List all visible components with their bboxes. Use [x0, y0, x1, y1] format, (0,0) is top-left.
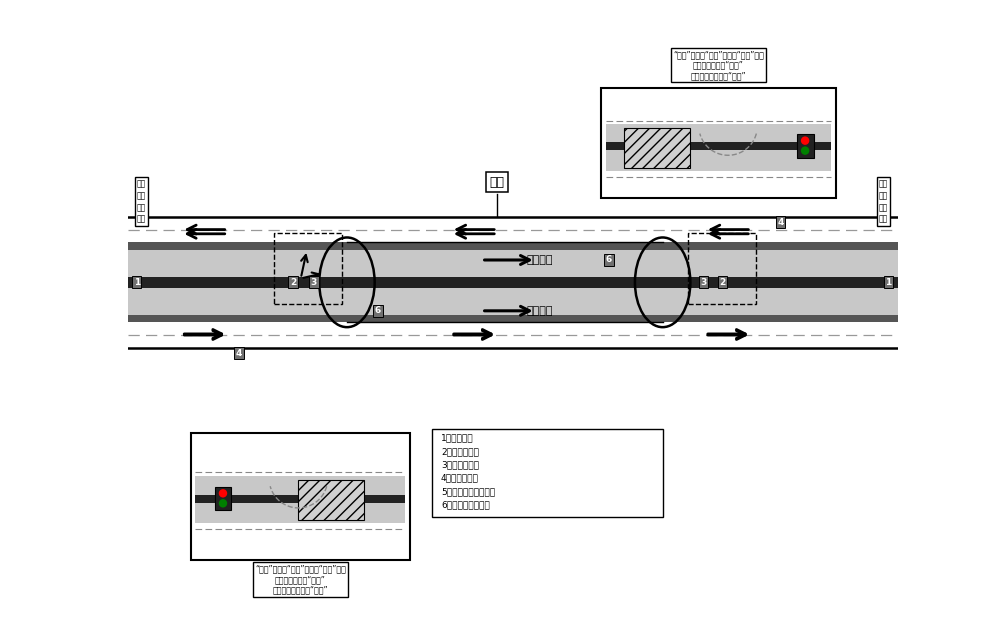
Text: 2: 2	[290, 278, 296, 287]
Text: 3、自动栏杆机: 3、自动栏杆机	[441, 460, 479, 469]
Bar	[128, 288, 898, 322]
Bar	[128, 242, 898, 277]
Bar	[688, 233, 756, 304]
Bar	[298, 480, 364, 520]
Bar	[191, 433, 410, 560]
Text: 潮汐车道: 潮汐车道	[526, 306, 553, 316]
Text: 5: 5	[329, 496, 334, 505]
Bar	[195, 475, 405, 523]
Text: 4、视频监视器: 4、视频监视器	[441, 473, 479, 483]
Text: 5、禁停区及诱导标线: 5、禁停区及诱导标线	[441, 487, 495, 496]
Circle shape	[219, 489, 227, 498]
Circle shape	[801, 136, 809, 145]
Bar	[606, 142, 831, 150]
Bar	[797, 134, 814, 158]
Text: “绿色”直行，“绿色”左转，“绿色”右转
车道自动栏杆机“开启”
导向区自动栏杆机“开启”: “绿色”直行，“绿色”左转，“绿色”右转 车道自动栏杆机“开启” 导向区自动栏杆…	[255, 565, 346, 594]
Bar	[606, 125, 831, 171]
Circle shape	[219, 499, 227, 508]
Text: 前方
隧道
潮汐
车道: 前方 隧道 潮汐 车道	[879, 179, 888, 223]
Text: 1: 1	[134, 278, 140, 287]
Text: 1: 1	[885, 278, 891, 287]
Text: 6: 6	[375, 306, 381, 315]
Text: 2、控制信号灯: 2、控制信号灯	[441, 447, 479, 456]
Text: 5: 5	[654, 143, 660, 152]
Text: 3: 3	[311, 278, 317, 287]
Text: 2: 2	[720, 278, 726, 287]
Bar	[274, 233, 342, 304]
Text: 潮汐车道: 潮汐车道	[526, 255, 553, 265]
Bar	[195, 495, 405, 503]
Text: 前方
隧道
潮汐
车道: 前方 隧道 潮汐 车道	[137, 179, 146, 223]
Text: 4: 4	[777, 218, 784, 227]
Text: 6、交通事件检测器: 6、交通事件检测器	[441, 501, 490, 510]
Bar	[128, 277, 898, 288]
Text: 隧道: 隧道	[490, 176, 505, 189]
Bar	[432, 429, 663, 517]
Bar	[215, 487, 231, 510]
Bar	[128, 315, 898, 322]
Text: 4: 4	[236, 349, 242, 358]
Text: 3: 3	[700, 278, 707, 287]
Circle shape	[801, 146, 809, 155]
Bar	[601, 88, 836, 197]
Bar	[624, 128, 690, 168]
Text: “红色”直行，“红色”左转，“绿色”右转
车道自动栏杆机“关闭”
导向区自动栏杆机“开启”: “红色”直行，“红色”左转，“绿色”右转 车道自动栏杆机“关闭” 导向区自动栏杆…	[673, 50, 764, 80]
Bar	[128, 242, 898, 250]
Text: 6: 6	[606, 256, 612, 265]
Text: 1、提示标志: 1、提示标志	[441, 434, 474, 442]
